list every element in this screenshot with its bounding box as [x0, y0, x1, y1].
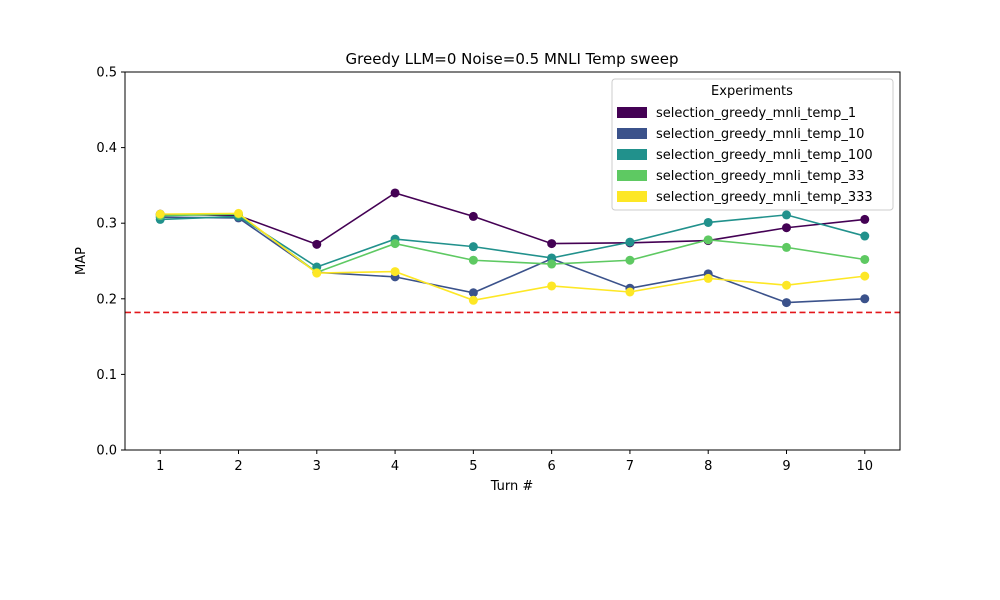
- legend-swatch-1: [617, 107, 647, 118]
- y-tick-label: 0.3: [96, 217, 117, 232]
- series-4-point: [625, 255, 635, 265]
- series-line-2: [160, 216, 865, 304]
- series-3-point: [625, 237, 635, 247]
- x-tick-label: 5: [469, 459, 477, 474]
- x-tick-label: 1: [156, 459, 164, 474]
- series-2-point: [860, 294, 870, 304]
- series-5-point: [468, 295, 478, 305]
- series-1-point: [860, 214, 870, 224]
- x-tick-label: 10: [856, 459, 873, 474]
- series-1-point: [547, 239, 557, 249]
- chart-title: Greedy LLM=0 Noise=0.5 MNLI Temp sweep: [346, 50, 679, 68]
- series-5-point: [155, 209, 165, 219]
- series-5-point: [547, 281, 557, 291]
- series-3-point: [703, 217, 713, 227]
- series-1-point: [390, 188, 400, 198]
- plot-frame: [124, 71, 901, 451]
- series-1-point: [312, 239, 322, 249]
- x-tick-label: 2: [234, 459, 242, 474]
- plot-area: [125, 188, 900, 314]
- series-5-point: [781, 280, 791, 290]
- series-5-point: [312, 268, 322, 278]
- y-tick-label: 0.0: [96, 444, 117, 459]
- series-4-point: [781, 242, 791, 252]
- series-3-point: [468, 242, 478, 252]
- series-5-point: [234, 208, 244, 218]
- y-tick-label: 0.2: [96, 292, 117, 307]
- y-axis: 0.0 0.1 0.2 0.3 0.4 0.5: [96, 66, 125, 459]
- legend-label-2: selection_greedy_mnli_temp_10: [656, 127, 864, 142]
- series-5-point: [860, 271, 870, 281]
- x-axis-label: Turn #: [490, 479, 534, 494]
- series-5-point: [390, 267, 400, 277]
- legend-box: [611, 78, 894, 211]
- series-2-point: [468, 288, 478, 298]
- series-line-4: [160, 213, 865, 274]
- series-3-point: [860, 231, 870, 241]
- x-tick-label: 7: [626, 459, 634, 474]
- series-5-point: [625, 287, 635, 297]
- series-4-point: [547, 259, 557, 269]
- legend-label-5: selection_greedy_mnli_temp_333: [656, 190, 873, 205]
- x-tick-label: 3: [313, 459, 321, 474]
- legend-title: Experiments: [711, 84, 793, 99]
- legend-label-4: selection_greedy_mnli_temp_33: [656, 169, 864, 184]
- series-4-point: [860, 254, 870, 264]
- x-tick-label: 9: [782, 459, 790, 474]
- legend-swatch-2: [617, 128, 647, 139]
- series-line-5: [160, 212, 865, 302]
- y-tick-label: 0.4: [96, 141, 117, 156]
- legend-swatch-3: [617, 149, 647, 160]
- series-4-point: [468, 255, 478, 265]
- series-2-point: [781, 298, 791, 308]
- series-line-3: [160, 214, 865, 268]
- x-tick-label: 6: [548, 459, 556, 474]
- x-tick-label: 8: [704, 459, 712, 474]
- series-1-point: [468, 211, 478, 221]
- legend-swatch-4: [617, 170, 647, 181]
- legend-swatch-5: [617, 191, 647, 202]
- legend: Experiments selection_greedy_mnli_temp_1…: [611, 78, 894, 211]
- y-tick-label: 0.1: [96, 368, 117, 383]
- legend-label-1: selection_greedy_mnli_temp_1: [656, 106, 856, 121]
- series-1-point: [781, 223, 791, 233]
- x-axis: 1 2 3 4 5 6 7 8 9 10: [156, 450, 873, 474]
- series-5-point: [703, 273, 713, 283]
- y-tick-label: 0.5: [96, 66, 117, 81]
- series-4-point: [390, 239, 400, 249]
- series-line-1: [160, 192, 865, 246]
- y-axis-label: MAP: [74, 247, 89, 275]
- series-4-point: [703, 235, 713, 245]
- x-tick-label: 4: [391, 459, 399, 474]
- legend-label-3: selection_greedy_mnli_temp_100: [656, 148, 873, 163]
- series-3-point: [781, 210, 791, 220]
